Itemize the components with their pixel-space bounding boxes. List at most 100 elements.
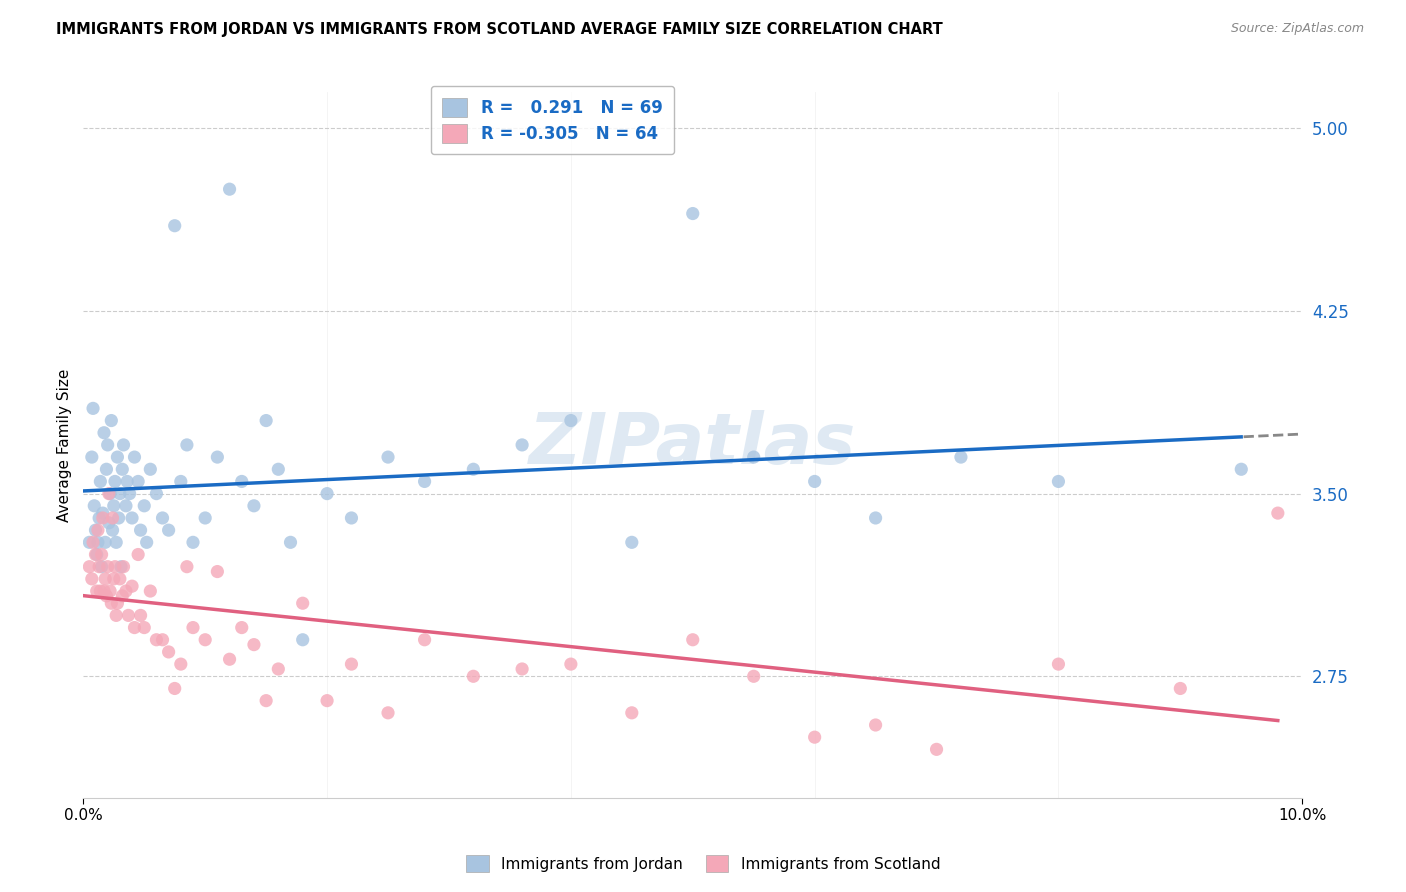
Point	[82, 401, 104, 416]
Point	[803, 730, 825, 744]
Point	[96, 589, 118, 603]
Point	[108, 572, 131, 586]
Point	[463, 462, 485, 476]
Point	[157, 523, 180, 537]
Point	[620, 706, 643, 720]
Point	[170, 475, 193, 489]
Point	[560, 413, 582, 427]
Point	[231, 621, 253, 635]
Point	[121, 579, 143, 593]
Point	[82, 535, 104, 549]
Point	[129, 608, 152, 623]
Point	[194, 511, 217, 525]
Point	[100, 413, 122, 427]
Point	[84, 548, 107, 562]
Point	[124, 450, 146, 464]
Point	[104, 475, 127, 489]
Point	[682, 632, 704, 647]
Point	[377, 706, 399, 720]
Point	[291, 596, 314, 610]
Point	[139, 462, 162, 476]
Point	[340, 511, 363, 525]
Point	[243, 499, 266, 513]
Point	[97, 486, 120, 500]
Point	[510, 438, 533, 452]
Point	[291, 632, 314, 647]
Point	[105, 535, 128, 549]
Point	[93, 584, 115, 599]
Point	[280, 535, 302, 549]
Point	[104, 559, 127, 574]
Point	[115, 475, 138, 489]
Point	[682, 206, 704, 220]
Point	[135, 535, 157, 549]
Point	[127, 475, 149, 489]
Point	[865, 718, 887, 732]
Point	[207, 450, 229, 464]
Point	[218, 652, 240, 666]
Point	[111, 462, 134, 476]
Point	[89, 559, 111, 574]
Point	[84, 523, 107, 537]
Point	[152, 511, 174, 525]
Point	[254, 693, 277, 707]
Point	[152, 632, 174, 647]
Point	[80, 450, 103, 464]
Point	[115, 499, 138, 513]
Point	[87, 535, 110, 549]
Point	[89, 511, 111, 525]
Point	[86, 584, 108, 599]
Point	[218, 182, 240, 196]
Point	[90, 548, 112, 562]
Point	[1168, 681, 1191, 696]
Point	[91, 506, 114, 520]
Point	[107, 596, 129, 610]
Point	[111, 589, 134, 603]
Point	[243, 638, 266, 652]
Point	[267, 662, 290, 676]
Point	[925, 742, 948, 756]
Point	[121, 511, 143, 525]
Point	[89, 584, 111, 599]
Point	[108, 486, 131, 500]
Point	[1230, 462, 1253, 476]
Point	[207, 565, 229, 579]
Point	[97, 438, 120, 452]
Point	[86, 548, 108, 562]
Point	[742, 450, 765, 464]
Text: IMMIGRANTS FROM JORDAN VS IMMIGRANTS FROM SCOTLAND AVERAGE FAMILY SIZE CORRELATI: IMMIGRANTS FROM JORDAN VS IMMIGRANTS FRO…	[56, 22, 943, 37]
Point	[97, 516, 120, 530]
Point	[316, 486, 339, 500]
Point	[100, 596, 122, 610]
Point	[1047, 657, 1070, 672]
Point	[742, 669, 765, 683]
Point	[93, 425, 115, 440]
Point	[112, 559, 135, 574]
Point	[89, 475, 111, 489]
Point	[101, 523, 124, 537]
Point	[115, 584, 138, 599]
Point	[83, 499, 105, 513]
Point	[87, 523, 110, 537]
Point	[413, 475, 436, 489]
Point	[267, 462, 290, 476]
Point	[340, 657, 363, 672]
Point	[1047, 475, 1070, 489]
Point	[949, 450, 972, 464]
Y-axis label: Average Family Size: Average Family Size	[58, 368, 72, 522]
Point	[103, 499, 125, 513]
Point	[129, 523, 152, 537]
Point	[107, 450, 129, 464]
Point	[97, 559, 120, 574]
Legend: R =   0.291   N = 69, R = -0.305   N = 64: R = 0.291 N = 69, R = -0.305 N = 64	[430, 86, 675, 154]
Point	[103, 572, 125, 586]
Point	[803, 475, 825, 489]
Point	[157, 645, 180, 659]
Point	[79, 559, 101, 574]
Point	[110, 559, 132, 574]
Point	[105, 608, 128, 623]
Point	[118, 486, 141, 500]
Point	[96, 462, 118, 476]
Point	[91, 511, 114, 525]
Point	[163, 681, 186, 696]
